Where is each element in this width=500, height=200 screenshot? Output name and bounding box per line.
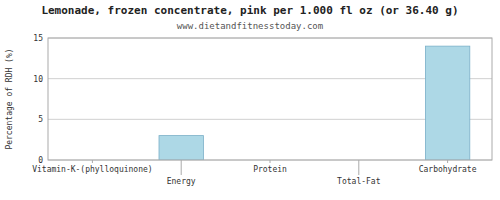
title: Lemonade, frozen concentrate, pink per 1…: [41, 4, 458, 17]
bar: [425, 46, 469, 160]
bars: [159, 46, 470, 160]
y-tick-label: 5: [38, 115, 43, 124]
y-axis-label: Percentage of RDH (%): [5, 48, 14, 149]
x-tick: [447, 160, 448, 163]
bar: [159, 136, 203, 160]
x-tick: [92, 160, 93, 163]
x-tick-label: Carbohydrate: [419, 165, 477, 174]
y-tick-label: 10: [33, 75, 43, 84]
x-tick-label: Total-Fat: [337, 177, 381, 186]
subtitle: www.dietandfitnesstoday.com: [177, 21, 323, 31]
y-axis: 0 5 10 15: [33, 34, 492, 165]
y-tick-label: 15: [33, 34, 43, 43]
x-tick: [181, 160, 182, 175]
x-tick: [270, 160, 271, 163]
x-tick: [358, 160, 359, 175]
y-tick-label: 0: [38, 156, 43, 165]
x-tick-label: Protein: [253, 165, 287, 174]
x-axis: Vitamin-K-(phylloquinone) Energy Protein To…: [32, 160, 476, 186]
plot-frame: [48, 38, 492, 160]
chart: Lemonade, frozen concentrate, pink per 1…: [0, 0, 500, 200]
x-tick-label: Energy: [167, 177, 196, 186]
x-tick-label: Vitamin-K-(phylloquinone): [32, 165, 152, 174]
